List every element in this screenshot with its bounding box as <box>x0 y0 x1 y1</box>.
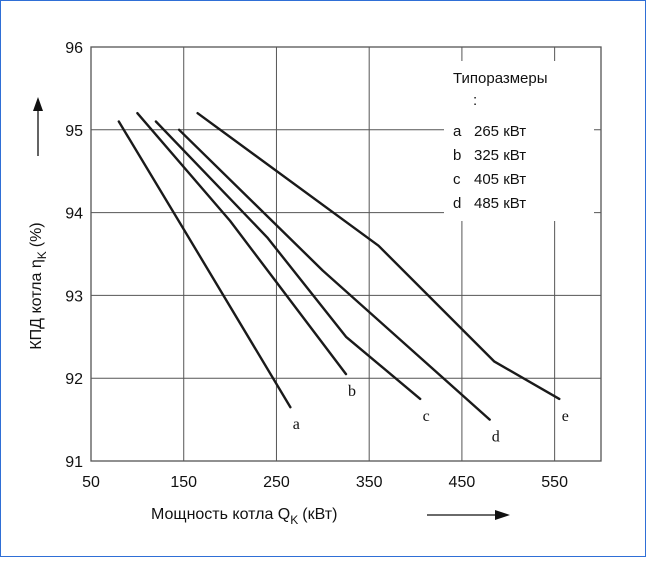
tick-labels: 91 92 93 94 95 96 50 150 250 350 450 550 <box>65 40 568 491</box>
y-axis-title-text: КПД котла ηK (%) <box>28 222 49 349</box>
y-tick-label: 95 <box>65 123 83 140</box>
y-tick-label: 96 <box>65 40 83 57</box>
legend-key-c: c <box>453 171 461 188</box>
y-axis-label: КПД котла η <box>28 259 45 349</box>
series-line-a <box>117 120 292 409</box>
series-label-a: a <box>293 416 300 433</box>
series-line-b <box>136 111 348 376</box>
series-label-d: d <box>492 429 500 446</box>
legend-text-a: 265 кВт <box>474 123 526 140</box>
series-line-d <box>177 128 491 421</box>
x-axis-label-sub: K <box>290 513 298 527</box>
legend-background <box>444 61 594 221</box>
x-tick-label: 250 <box>263 474 290 491</box>
legend-text-d: 485 кВт <box>474 195 526 212</box>
series-label-e: e <box>562 408 569 425</box>
x-axis-arrow <box>427 510 510 520</box>
y-axis-title: КПД котла ηK (%) <box>28 222 49 349</box>
y-tick-label: 92 <box>65 371 83 388</box>
legend-key-b: b <box>453 147 461 164</box>
y-tick-label: 91 <box>65 454 83 471</box>
y-axis-label-sub: K <box>35 251 49 259</box>
series-labels: a b c d e <box>293 383 569 446</box>
legend: Типоразмеры : a 265 кВт b 325 кВт c 405 кВт d 4… <box>444 61 594 221</box>
x-tick-label: 550 <box>541 474 568 491</box>
legend-key-d: d <box>453 195 461 212</box>
legend-title-colon: : <box>473 92 477 109</box>
series-line-e <box>196 111 561 401</box>
x-axis-title: Мощность котла QK (кВт) <box>151 506 337 527</box>
legend-title: Типоразмеры <box>453 70 548 87</box>
y-axis-label-unit: (%) <box>28 222 45 247</box>
y-tick-label: 93 <box>65 288 83 305</box>
series-label-c: c <box>423 408 430 425</box>
x-axis-label-unit: (кВт) <box>302 506 337 523</box>
x-tick-label: 450 <box>449 474 476 491</box>
legend-text-b: 325 кВт <box>474 147 526 164</box>
y-axis-arrow <box>33 97 43 156</box>
y-tick-label: 94 <box>65 206 83 223</box>
legend-items: a 265 кВт b 325 кВт c 405 кВт d 485 кВт <box>453 123 526 212</box>
legend-text-c: 405 кВт <box>474 171 526 188</box>
x-axis-label: Мощность котла Q <box>151 506 290 523</box>
x-tick-label: 150 <box>170 474 197 491</box>
x-tick-label: 50 <box>82 474 100 491</box>
legend-key-a: a <box>453 123 462 140</box>
series-lines <box>117 111 561 421</box>
series-label-b: b <box>348 383 356 400</box>
series-line-c <box>154 120 422 401</box>
x-tick-label: 350 <box>356 474 383 491</box>
